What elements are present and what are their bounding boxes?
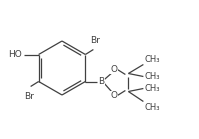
Text: Br: Br (24, 91, 34, 100)
Text: CH₃: CH₃ (144, 54, 160, 64)
Text: B: B (98, 77, 104, 86)
Text: HO: HO (8, 50, 22, 59)
Text: O: O (111, 91, 118, 100)
Text: CH₃: CH₃ (144, 72, 160, 81)
Text: Br: Br (90, 35, 100, 44)
Text: O: O (111, 65, 118, 74)
Text: CH₃: CH₃ (144, 84, 160, 93)
Text: CH₃: CH₃ (144, 102, 160, 111)
